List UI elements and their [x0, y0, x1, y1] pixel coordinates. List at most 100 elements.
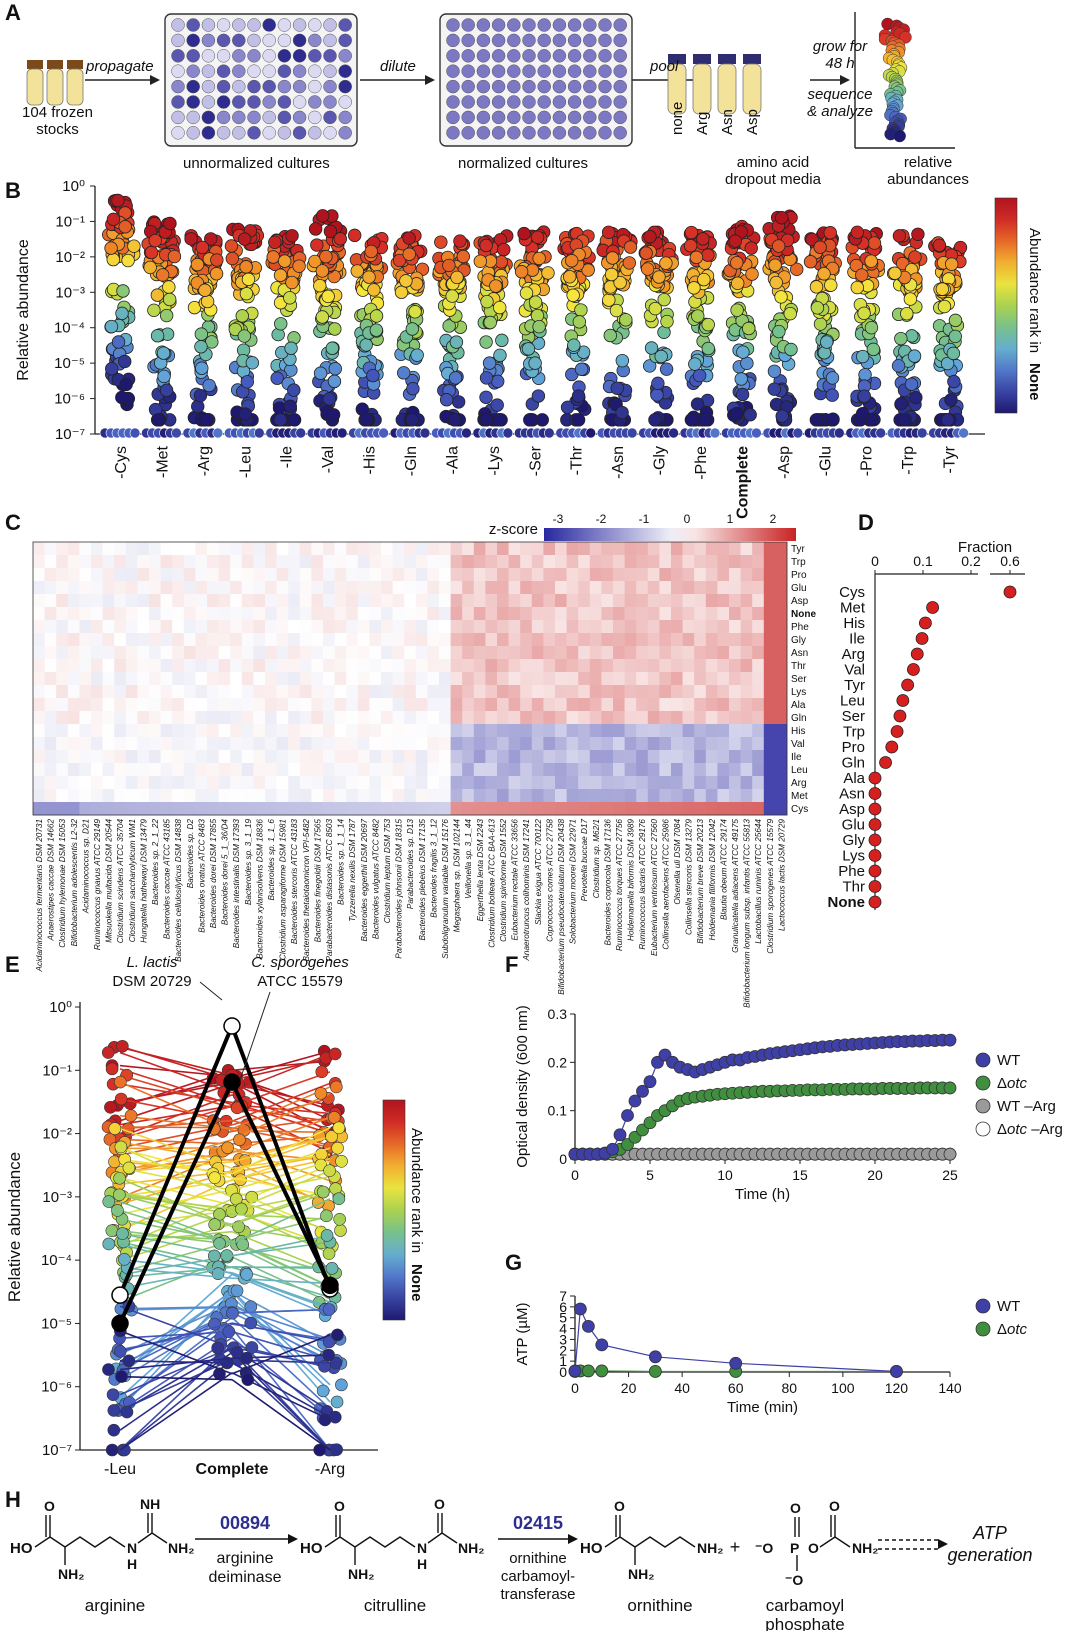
e-data-point — [108, 1122, 122, 1135]
b-data-point — [285, 275, 299, 290]
e-data-point — [331, 1141, 344, 1155]
c-heatmap-cell — [740, 568, 753, 582]
e-data-point — [213, 1237, 226, 1250]
plate-well — [308, 18, 322, 32]
c-heatmap-cell — [752, 711, 765, 725]
c-heatmap-cell — [543, 737, 556, 751]
c-heatmap-cell — [334, 581, 347, 595]
c-heatmap-cell — [543, 763, 556, 777]
c-heatmap-cell — [33, 633, 45, 647]
b-data-point — [687, 281, 701, 295]
c-heatmap-cell — [102, 659, 115, 673]
c-heatmap-cell — [288, 607, 301, 621]
e-data-point — [313, 1443, 326, 1457]
plate-well — [323, 18, 337, 32]
chem-label: NH₂ — [458, 1540, 484, 1556]
c-heatmap-cell — [346, 802, 359, 816]
c-heatmap-cell — [241, 555, 254, 569]
c-heatmap-cell — [253, 594, 266, 608]
plate-well — [446, 33, 460, 48]
c-heatmap-cell — [775, 633, 788, 647]
d-category-label: Ser — [842, 708, 865, 725]
c-heatmap-cell — [601, 542, 614, 556]
b-data-point — [115, 306, 129, 321]
plate-well — [232, 79, 246, 94]
c-heatmap-cell — [79, 711, 92, 725]
c-heatmap-cell — [520, 555, 533, 569]
panel-c-heatmap: z-score -3 -2 -1 0 1 2 Tyr Trp Pro Glu Asp None Phe Gl… — [0, 510, 850, 1008]
c-heatmap-cell — [172, 685, 185, 699]
c-heatmap-cell — [775, 672, 788, 686]
b-data-point — [866, 342, 881, 357]
c-heatmap-cell — [485, 555, 498, 569]
c-heatmap-cell — [149, 685, 161, 699]
e-series-line — [231, 1092, 331, 1141]
c-heatmap-cell — [473, 789, 486, 803]
g-legend-marker — [975, 1298, 991, 1314]
c-row-label: Cys — [791, 804, 808, 815]
c-heatmap-cell — [636, 724, 649, 738]
b-data-point — [270, 371, 284, 385]
c-heatmap-cell — [752, 594, 765, 608]
b-data-point — [191, 399, 205, 414]
c-heatmap-cell — [311, 802, 324, 816]
g-data-point — [648, 1365, 662, 1378]
c-heatmap-cell — [137, 568, 150, 582]
c-heatmap-cell — [241, 620, 254, 634]
e-category-label: Complete — [196, 1461, 269, 1478]
c-heatmap-cell — [613, 659, 625, 673]
b-data-point — [333, 232, 347, 246]
c-heatmap-cell — [357, 568, 370, 582]
c-heatmap-cell — [705, 581, 718, 595]
e-label2-strain: ATCC 15579 — [257, 973, 343, 990]
c-heatmap-cell — [705, 568, 718, 582]
c-heatmap-cell — [230, 789, 243, 803]
c-column-label: Acidaminococcus sp. D21 — [81, 819, 90, 914]
b-data-point — [640, 262, 655, 276]
plate-well — [476, 110, 491, 125]
b-zero-point — [543, 427, 555, 439]
c-heatmap-cell — [624, 789, 637, 803]
c-heatmap-cell — [137, 750, 150, 764]
c-heatmap-cell — [207, 542, 219, 556]
b-data-point — [204, 232, 218, 246]
c-heatmap-cell — [56, 698, 69, 712]
c-heatmap-cell — [207, 776, 219, 790]
c-heatmap-cell — [149, 724, 161, 738]
e-data-point — [113, 1188, 126, 1202]
c-heatmap-cell — [763, 802, 776, 816]
c-heatmap-cell — [485, 646, 498, 660]
f-legend-label: Δotc — [997, 1075, 1028, 1092]
c-heatmap-cell — [717, 750, 730, 764]
c-heatmap-cell — [439, 789, 451, 803]
c-heatmap-cell — [705, 620, 718, 634]
c-heatmap-cell — [183, 659, 196, 673]
e-series-line — [231, 1190, 331, 1213]
plate-well — [446, 95, 460, 109]
c-heatmap-cell — [102, 607, 115, 621]
c-heatmap-cell — [729, 789, 741, 803]
plate-well — [537, 79, 551, 94]
c-heatmap-cell — [729, 802, 741, 816]
c-heatmap-cell — [508, 607, 521, 621]
c-heatmap-cell — [566, 620, 579, 634]
e-series-line — [119, 1372, 233, 1451]
c-heatmap-cell — [114, 698, 127, 712]
c-heatmap-cell — [67, 568, 80, 582]
plate-well — [186, 18, 200, 32]
c-heatmap-cell — [404, 594, 417, 608]
plate-well — [537, 18, 551, 32]
c-heatmap-cell — [288, 789, 301, 803]
b-data-point — [328, 362, 342, 376]
c-heatmap-cell — [218, 633, 231, 647]
c-heatmap-cell — [682, 568, 695, 582]
e-data-point — [122, 1354, 136, 1368]
g-data-point — [890, 1365, 903, 1378]
c-heatmap-cell — [729, 594, 741, 608]
c-heatmap-cell — [276, 542, 289, 556]
c-column-label: Bacteroides sp. 1_1_14 — [337, 819, 346, 905]
b-data-point — [610, 381, 624, 395]
c-heatmap-cell — [636, 789, 649, 803]
b-data-point — [894, 331, 908, 346]
c-heatmap-cell — [207, 698, 219, 712]
